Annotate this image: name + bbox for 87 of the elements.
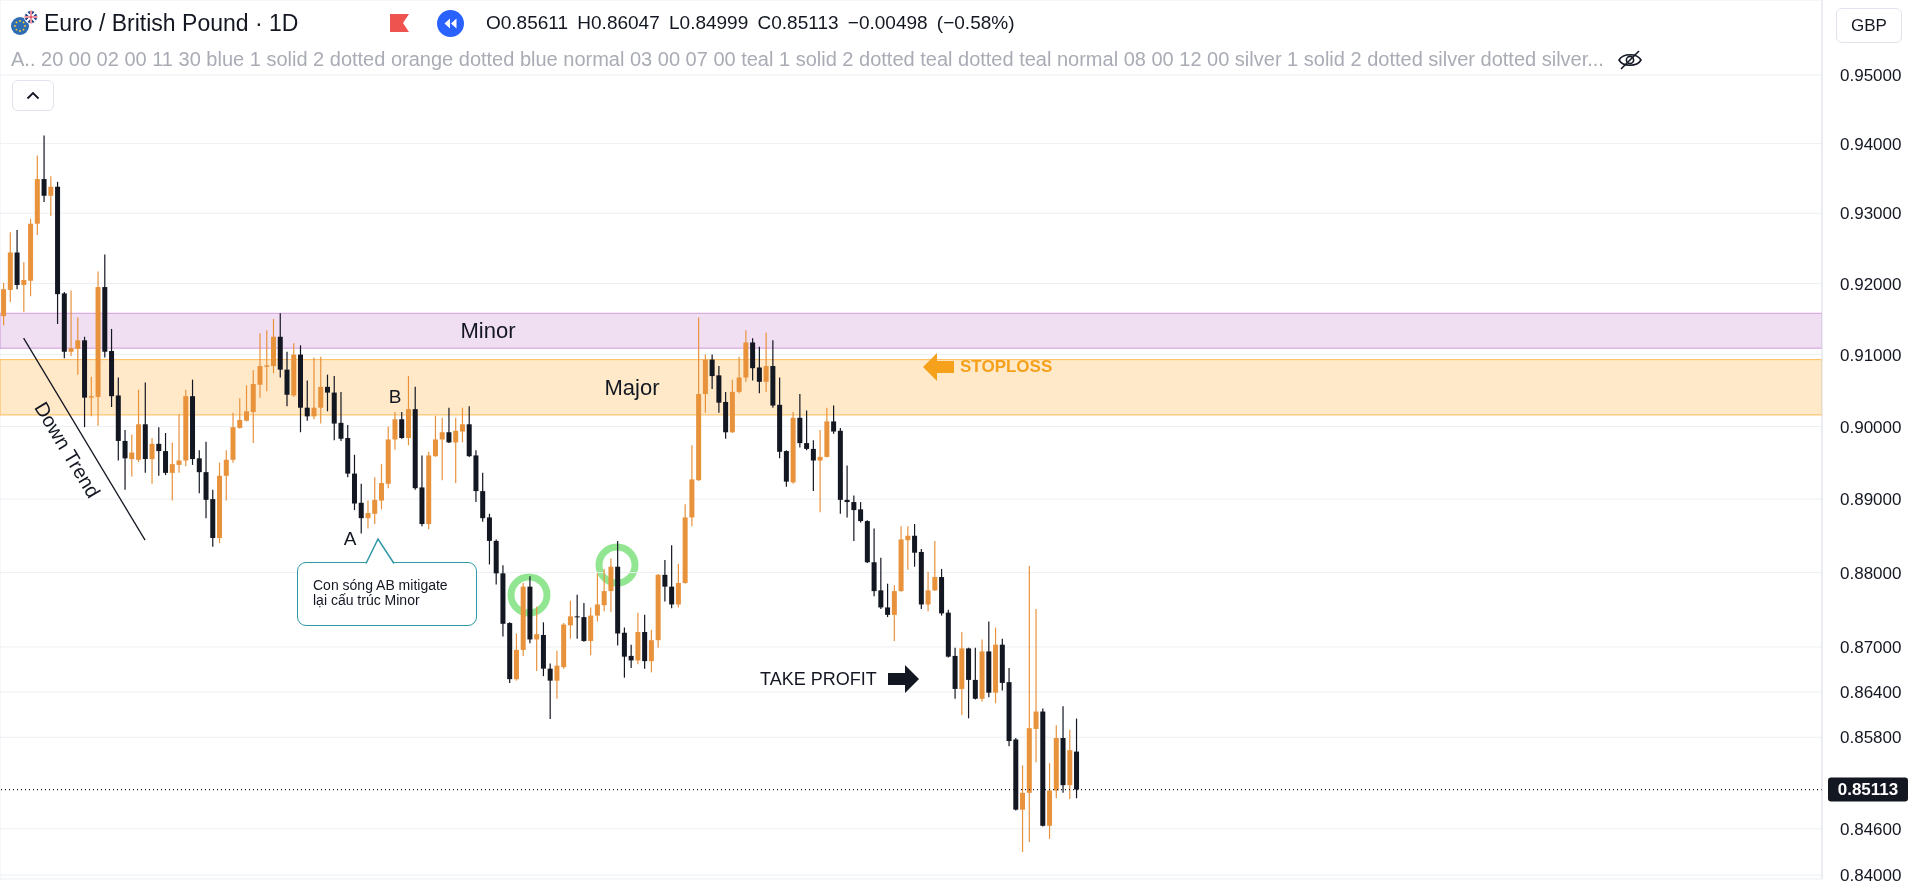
candlestick [817, 429, 823, 513]
y-tick-label: 0.87000 [1840, 637, 1902, 657]
candlestick [372, 476, 378, 525]
candlestick [601, 568, 607, 612]
candlestick [932, 540, 938, 592]
candlestick [48, 175, 54, 217]
candlestick [574, 594, 580, 640]
candlestick [21, 261, 27, 313]
candlestick [163, 432, 169, 476]
annotation: A.. 20 00 02 00 11 30 blue 1 solid 2 dotted orange dotted blue normal 03 00 07 00 teal 1 solid 2 dotted teal dotted teal normal 08 00 12 00 silver 1 solid 2 dotted silver dotted silver... [11, 48, 1604, 71]
candlestick [912, 523, 918, 568]
candlestick [662, 559, 668, 603]
y-tick-label: 0.84600 [1840, 819, 1902, 839]
candlestick [628, 644, 634, 669]
candlestick [378, 463, 384, 510]
candlestick [554, 650, 560, 700]
candlestick [925, 571, 931, 612]
candlestick [736, 356, 742, 394]
y-tick-label: 0.86400 [1840, 682, 1902, 702]
y-tick-label: 0.90000 [1840, 417, 1902, 437]
candlestick [621, 626, 627, 679]
candlestick [169, 441, 175, 502]
candlestick [581, 602, 587, 643]
candlestick [534, 606, 540, 672]
candlestick [1033, 608, 1039, 763]
candlestick [399, 411, 405, 440]
candlestick [318, 356, 324, 425]
annotation: Con sóng AB mitigate lại cấu trúc Minor [313, 577, 449, 609]
band-label: Minor [460, 318, 516, 344]
candlestick [756, 346, 762, 394]
candlestick [324, 374, 330, 412]
y-tick-label: 0.91000 [1840, 345, 1902, 365]
annotation: STOPLOSS [960, 357, 1053, 377]
candlestick [176, 413, 182, 474]
candlestick [594, 572, 600, 623]
ref-line-label: 0.85113 [1837, 780, 1899, 800]
candlestick [972, 647, 978, 701]
candlestick [311, 356, 317, 420]
y-tick-label: 0.89000 [1840, 490, 1902, 510]
candlestick [831, 404, 837, 435]
annotation: O0.85611 H0.86047 L0.84999 C0.85113 −0.00498 (−0.58%) [486, 12, 1015, 34]
candlestick [547, 662, 553, 720]
candlestick [304, 379, 310, 422]
candlestick [648, 629, 654, 673]
y-tick-label: 0.92000 [1840, 274, 1902, 294]
annotation: B [388, 386, 402, 408]
candlestick [675, 563, 681, 609]
currency-button: GBP [1836, 8, 1902, 43]
annotation: A [343, 528, 357, 550]
candlestick [763, 331, 769, 393]
y-tick-label: 0.93000 [1840, 204, 1902, 224]
annotation: TAKE PROFIT [760, 669, 877, 690]
candlestick [885, 583, 891, 618]
candlestick [156, 426, 162, 477]
candlestick [804, 409, 810, 451]
candlestick [432, 415, 438, 458]
candlestick [844, 465, 850, 519]
candlestick [858, 501, 864, 524]
candlestick [453, 417, 459, 484]
candlestick [669, 544, 675, 609]
candlestick [851, 494, 857, 542]
candlestick [223, 449, 229, 502]
candlestick [122, 429, 128, 491]
chart-title: Euro / British Pound · 1D [44, 10, 299, 37]
candlestick [486, 513, 492, 566]
candlestick [392, 411, 398, 451]
candlestick [446, 407, 452, 444]
band-label: Major [604, 374, 660, 400]
candlestick [129, 433, 135, 478]
candlestick [88, 376, 94, 417]
candlestick [891, 584, 897, 642]
candlestick [358, 483, 364, 535]
candlestick [810, 439, 816, 492]
candlestick [41, 134, 47, 203]
y-tick-label: 0.84000 [1840, 866, 1902, 886]
candlestick [365, 499, 371, 530]
y-tick-label: 0.85800 [1840, 728, 1902, 748]
candlestick [149, 437, 155, 485]
candlestick [439, 417, 445, 481]
candlestick [244, 384, 250, 423]
candlestick [567, 600, 573, 640]
y-tick-label: 0.94000 [1840, 134, 1902, 154]
y-tick-label: 0.95000 [1840, 65, 1902, 85]
candlestick [196, 449, 202, 494]
candlestick [459, 407, 465, 443]
y-tick-label: 0.88000 [1840, 563, 1902, 583]
candlestick [1020, 764, 1026, 853]
